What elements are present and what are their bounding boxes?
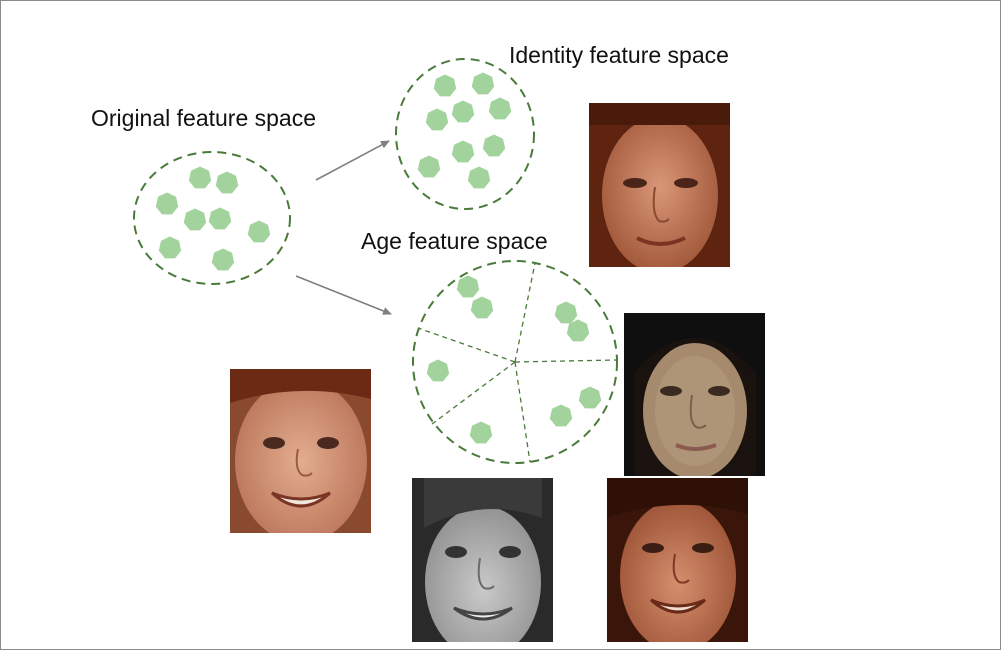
adult-woman-face-photo: [624, 313, 765, 476]
age-divider-line: [514, 361, 531, 463]
identity-space-circle: [395, 58, 535, 210]
identity-feature-dot: [488, 97, 512, 120]
identity-feature-dot: [467, 166, 491, 189]
teen-girl-face-photo: [607, 478, 748, 642]
age-space-circle: [412, 260, 618, 464]
age-feature-dot: [469, 421, 493, 444]
young-girl-face-photo: [412, 478, 553, 642]
age-space-dots: [426, 275, 602, 444]
identity-feature-dot: [417, 155, 441, 178]
age-divider-line: [514, 359, 617, 363]
age-feature-dot: [549, 404, 573, 427]
identity-feature-dot: [451, 100, 475, 123]
arrow-to-age-space: [295, 275, 392, 315]
age-space-dividers: [417, 262, 617, 463]
identity-feature-dot: [425, 108, 449, 131]
original-feature-dot: [208, 207, 232, 230]
identity-feature-dot: [482, 134, 506, 157]
young-woman-face-photo: [589, 103, 730, 267]
age-feature-dot: [578, 386, 602, 409]
identity-feature-dot: [433, 74, 457, 97]
age-feature-space-label: Age feature space: [361, 228, 548, 254]
age-feature-dot: [554, 301, 578, 324]
young-boy-face-photo: [230, 369, 371, 533]
original-feature-dot: [188, 166, 212, 189]
arrow-to-identity-space: [315, 140, 390, 181]
original-feature-dot: [155, 192, 179, 215]
original-feature-dot: [247, 220, 271, 243]
identity-feature-space-label: Identity feature space: [509, 42, 729, 68]
identity-feature-dot: [471, 72, 495, 95]
original-space-dots: [155, 166, 271, 271]
age-divider-line: [514, 262, 536, 363]
original-feature-space-label: Original feature space: [91, 105, 317, 131]
original-feature-dot: [183, 208, 207, 231]
original-space-circle: [133, 151, 291, 285]
identity-feature-dot: [451, 140, 475, 163]
age-divider-line: [417, 327, 516, 363]
original-feature-dot: [158, 236, 182, 259]
age-feature-dot: [566, 319, 590, 342]
age-feature-dot: [426, 359, 450, 382]
original-feature-dot: [215, 171, 239, 194]
age-feature-dot: [456, 275, 480, 298]
original-feature-dot: [211, 248, 235, 271]
identity-space-dots: [417, 72, 512, 189]
age-feature-dot: [470, 296, 494, 319]
